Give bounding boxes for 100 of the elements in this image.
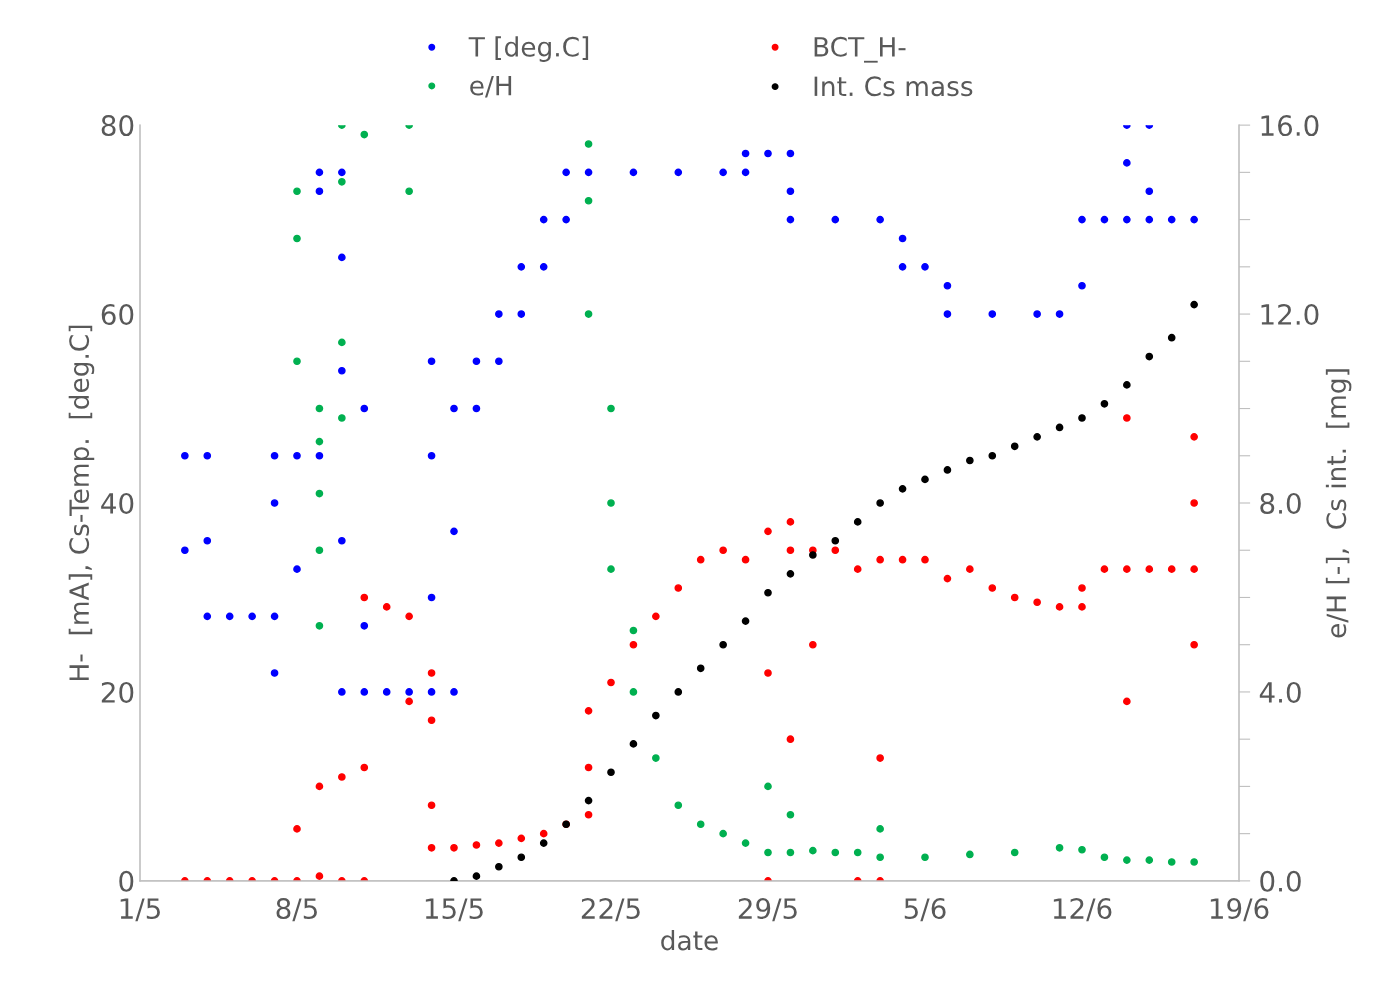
point bbox=[921, 475, 929, 484]
point bbox=[629, 740, 638, 748]
point bbox=[719, 829, 727, 838]
legend-label: e/H bbox=[470, 75, 512, 98]
point bbox=[764, 782, 772, 791]
point bbox=[293, 187, 301, 196]
point bbox=[1055, 843, 1064, 852]
point bbox=[315, 437, 324, 446]
point bbox=[853, 848, 862, 857]
point bbox=[696, 664, 705, 673]
legend-label: T [deg.C] bbox=[468, 36, 589, 62]
x-tick-label: 15/5 bbox=[425, 898, 483, 922]
point bbox=[652, 754, 660, 762]
point bbox=[831, 536, 840, 545]
point bbox=[786, 570, 795, 578]
point bbox=[741, 839, 750, 847]
point bbox=[1190, 300, 1198, 309]
point bbox=[1033, 433, 1041, 441]
point bbox=[472, 872, 481, 880]
point bbox=[584, 196, 593, 205]
x-tick-label: 19/6 bbox=[1210, 898, 1269, 922]
x-tick-label: 12/6 bbox=[1053, 898, 1112, 922]
y2-tick-label: 16.0 bbox=[1261, 115, 1319, 137]
point bbox=[607, 768, 615, 777]
point bbox=[674, 688, 683, 696]
y2-tick-label: 0.0 bbox=[1260, 870, 1301, 892]
point bbox=[405, 187, 413, 196]
point bbox=[876, 825, 884, 833]
point bbox=[539, 839, 548, 847]
point bbox=[764, 848, 772, 857]
x-tick-label: 22/5 bbox=[581, 898, 640, 922]
point bbox=[876, 853, 884, 862]
point bbox=[315, 489, 324, 498]
point bbox=[853, 518, 862, 526]
y-axis-title: H- [mA], Cs-Temp. [deg.C] bbox=[68, 325, 95, 680]
point bbox=[1190, 858, 1198, 866]
point bbox=[966, 456, 974, 465]
y2-tick-label: 4.0 bbox=[1259, 681, 1301, 703]
point bbox=[966, 850, 974, 859]
point bbox=[1123, 856, 1131, 864]
point bbox=[1100, 853, 1109, 862]
y-tick-label: 0 bbox=[119, 870, 134, 892]
point bbox=[719, 640, 727, 649]
legend-label: Int. Cs mass bbox=[814, 76, 973, 97]
legend-label: BCT_H- bbox=[814, 36, 906, 63]
point bbox=[495, 862, 503, 871]
point bbox=[1145, 856, 1154, 864]
point bbox=[988, 451, 997, 460]
point bbox=[764, 588, 772, 597]
y2-tick-label: 8.0 bbox=[1260, 492, 1301, 514]
x-tick-label: 8/5 bbox=[276, 898, 317, 922]
point bbox=[809, 551, 817, 559]
point bbox=[1123, 381, 1131, 389]
point bbox=[876, 499, 884, 507]
point bbox=[741, 617, 750, 625]
point bbox=[584, 310, 593, 318]
y2-axis-title: e/H [-], Cs int. [mg] bbox=[1325, 369, 1352, 638]
y-tick-label: 40 bbox=[101, 492, 134, 514]
point bbox=[1078, 845, 1086, 854]
point bbox=[696, 820, 705, 829]
point bbox=[1167, 858, 1176, 866]
point bbox=[607, 499, 615, 507]
point bbox=[517, 853, 526, 862]
point bbox=[1078, 414, 1086, 422]
y2-tick-label: 12.0 bbox=[1261, 304, 1319, 326]
point bbox=[629, 626, 638, 635]
point bbox=[293, 234, 301, 243]
point bbox=[338, 414, 346, 422]
point bbox=[293, 357, 301, 366]
point bbox=[898, 485, 907, 493]
x-tick-label: 1/5 bbox=[120, 898, 160, 922]
point bbox=[809, 846, 817, 855]
y-tick-label: 60 bbox=[101, 304, 134, 326]
point bbox=[315, 404, 324, 413]
point bbox=[1145, 352, 1154, 361]
point bbox=[1167, 333, 1176, 342]
point bbox=[1100, 399, 1109, 408]
y-tick-label: 80 bbox=[101, 115, 134, 137]
point bbox=[921, 853, 929, 862]
point bbox=[786, 810, 795, 819]
point bbox=[629, 688, 638, 696]
point bbox=[360, 130, 369, 139]
point bbox=[315, 621, 324, 630]
point bbox=[1055, 423, 1064, 432]
point bbox=[1010, 442, 1019, 451]
point bbox=[674, 801, 683, 810]
point bbox=[831, 848, 840, 857]
x-tick-label: 5/6 bbox=[904, 898, 946, 922]
x-axis-title: date bbox=[661, 929, 718, 951]
x-tick-label: 29/5 bbox=[738, 898, 797, 922]
point bbox=[607, 404, 615, 413]
point bbox=[652, 711, 660, 720]
point bbox=[1010, 848, 1019, 857]
point bbox=[315, 546, 324, 555]
point bbox=[607, 565, 615, 573]
point bbox=[584, 796, 593, 805]
point bbox=[584, 140, 593, 148]
y-tick-label: 20 bbox=[101, 681, 134, 703]
point bbox=[943, 466, 952, 474]
point bbox=[786, 848, 795, 857]
